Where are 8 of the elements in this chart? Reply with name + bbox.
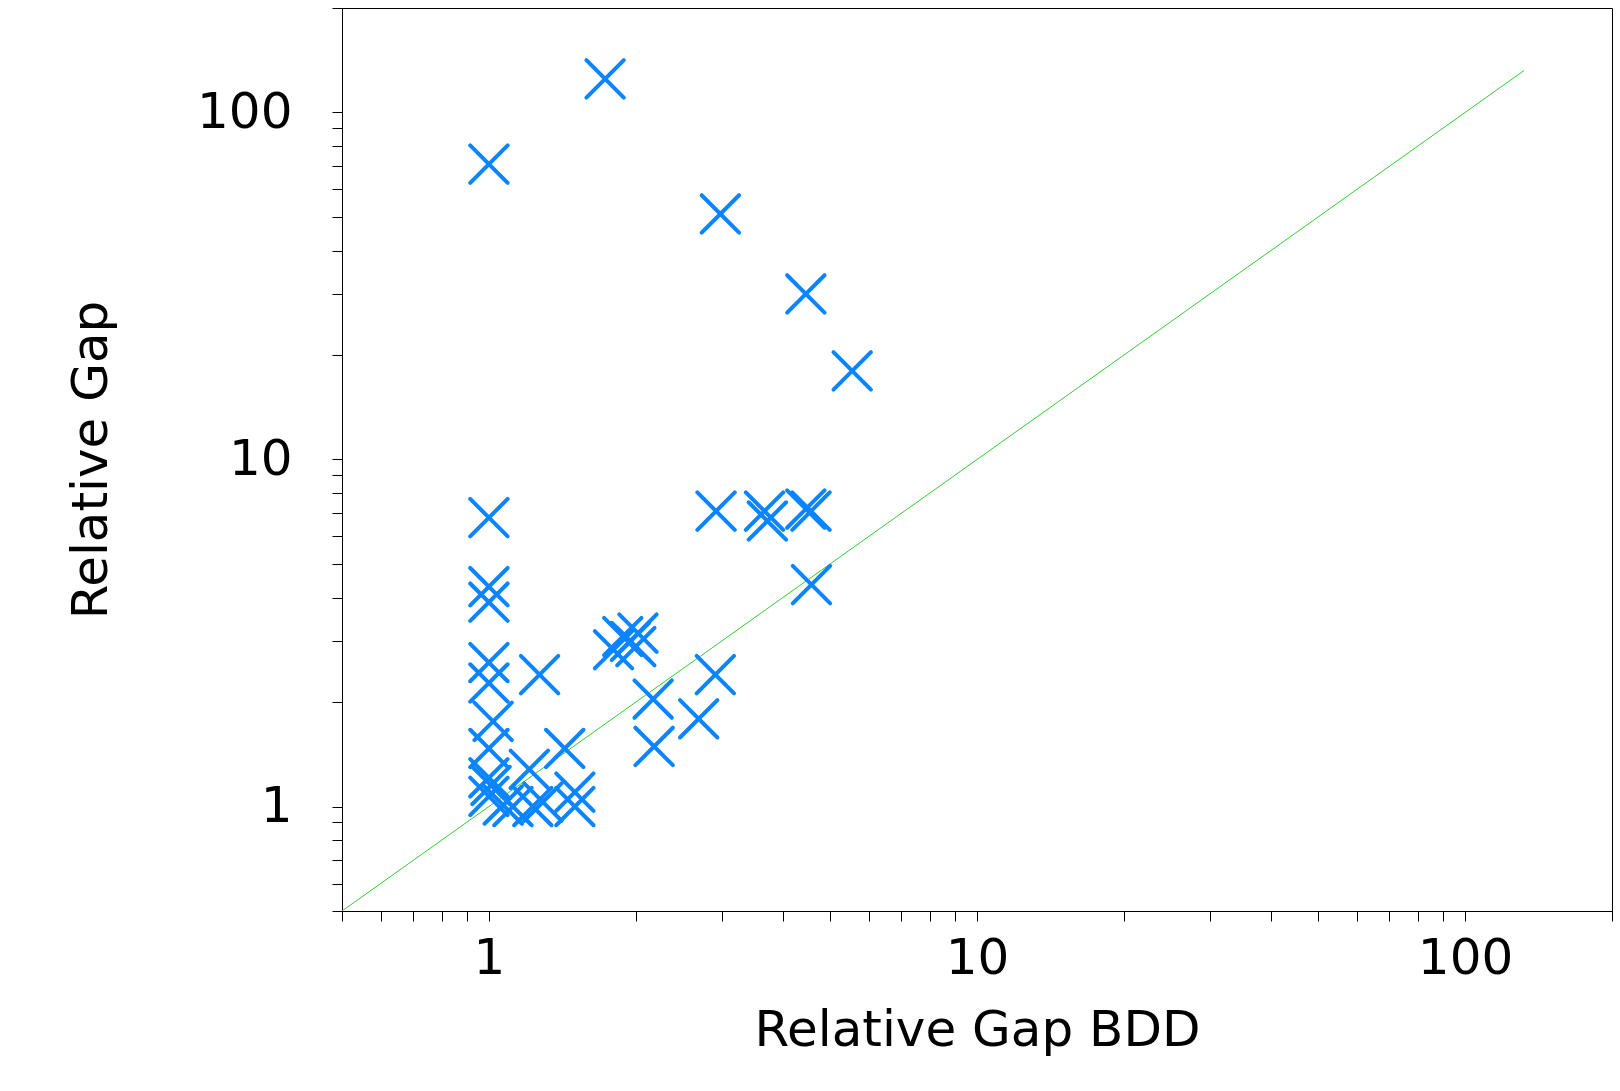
x-tick-label: 1: [473, 927, 506, 986]
x-tick-label: 10: [945, 927, 1010, 986]
y-axis-title: Relative Gap: [61, 300, 120, 620]
x-axis-title: Relative Gap BDD: [754, 999, 1201, 1058]
y-tick-label: 1: [260, 776, 293, 835]
x-tick-label: 100: [1417, 927, 1514, 986]
y-tick-label: 100: [197, 81, 293, 140]
y-tick-label: 10: [228, 429, 293, 487]
